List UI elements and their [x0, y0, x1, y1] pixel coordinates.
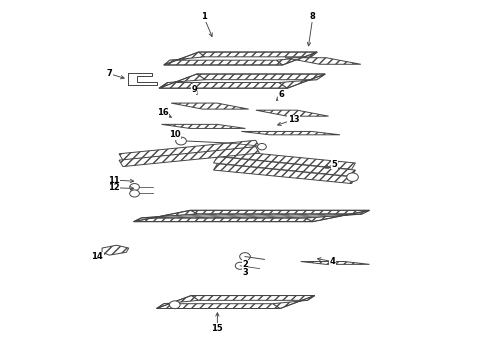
Polygon shape	[164, 60, 283, 65]
Polygon shape	[214, 164, 355, 184]
Text: 11: 11	[108, 176, 120, 185]
Polygon shape	[190, 210, 369, 214]
Polygon shape	[306, 210, 369, 222]
Polygon shape	[285, 58, 361, 64]
Polygon shape	[301, 261, 369, 264]
Polygon shape	[256, 110, 329, 116]
Text: 1: 1	[201, 13, 207, 22]
Polygon shape	[134, 218, 313, 222]
Polygon shape	[119, 147, 260, 167]
Polygon shape	[102, 245, 129, 255]
Polygon shape	[198, 52, 317, 57]
Polygon shape	[191, 296, 315, 300]
Text: 6: 6	[278, 90, 284, 99]
Polygon shape	[159, 74, 205, 88]
Polygon shape	[273, 296, 315, 309]
Polygon shape	[164, 52, 204, 65]
Polygon shape	[276, 52, 317, 65]
Circle shape	[176, 137, 186, 145]
Polygon shape	[157, 304, 280, 309]
Text: 5: 5	[332, 160, 338, 169]
Polygon shape	[171, 103, 248, 109]
Text: 3: 3	[242, 268, 248, 277]
Circle shape	[130, 190, 139, 197]
Circle shape	[258, 144, 267, 150]
Text: 13: 13	[288, 115, 299, 124]
Circle shape	[235, 262, 245, 269]
Text: 8: 8	[310, 13, 316, 22]
Polygon shape	[141, 214, 362, 218]
Text: 9: 9	[191, 85, 197, 94]
Text: 7: 7	[106, 69, 112, 78]
Circle shape	[347, 173, 358, 181]
Text: 16: 16	[157, 108, 169, 117]
Polygon shape	[119, 140, 260, 160]
Polygon shape	[242, 131, 340, 135]
Text: 2: 2	[242, 260, 248, 269]
Text: 4: 4	[329, 257, 335, 266]
Circle shape	[240, 253, 250, 260]
Polygon shape	[157, 296, 198, 309]
Polygon shape	[161, 124, 245, 129]
Text: 14: 14	[91, 252, 103, 261]
Circle shape	[130, 184, 139, 191]
Polygon shape	[134, 210, 197, 222]
Polygon shape	[159, 82, 288, 88]
Polygon shape	[197, 74, 325, 80]
Polygon shape	[279, 74, 325, 88]
Text: 12: 12	[108, 183, 120, 192]
Circle shape	[170, 301, 180, 309]
Polygon shape	[214, 157, 355, 176]
Text: 10: 10	[169, 130, 181, 139]
Text: 15: 15	[212, 324, 223, 333]
Polygon shape	[170, 53, 311, 64]
Polygon shape	[214, 149, 355, 169]
